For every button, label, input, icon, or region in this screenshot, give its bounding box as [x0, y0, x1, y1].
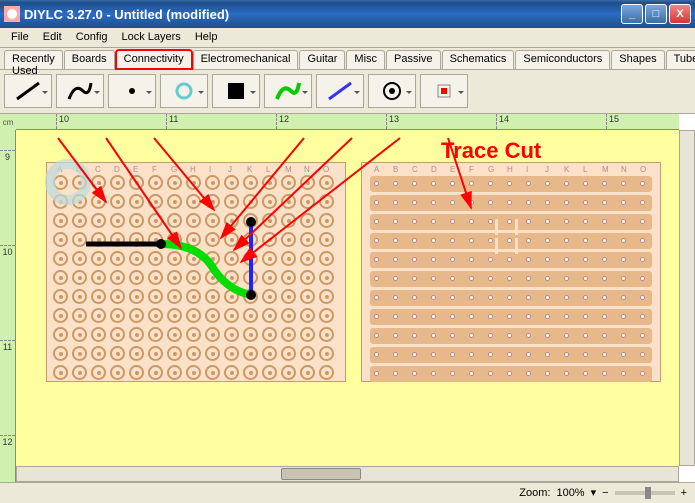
tool-circle-dot[interactable] — [368, 74, 416, 108]
tab-guitar[interactable]: Guitar — [299, 50, 345, 69]
menu-help[interactable]: Help — [188, 30, 225, 45]
tab-bar: Recently UsedBoardsConnectivityElectrome… — [0, 48, 695, 70]
menu-config[interactable]: Config — [69, 30, 115, 45]
zoom-value: 100% — [556, 487, 584, 499]
perfboard-left[interactable]: ABCDEFGHIJKLMNO — [46, 162, 346, 382]
tab-shapes[interactable]: Shapes — [611, 50, 664, 69]
tool-curve-black[interactable] — [56, 74, 104, 108]
tab-recently-used[interactable]: Recently Used — [4, 50, 63, 69]
window-title: DIYLC 3.27.0 - Untitled (modified) — [24, 7, 619, 22]
app-icon — [4, 6, 20, 22]
tool-ring-cyan[interactable] — [160, 74, 208, 108]
zoom-slider[interactable] — [615, 491, 675, 495]
zoom-label: Zoom: — [519, 487, 550, 499]
tab-misc[interactable]: Misc — [346, 50, 385, 69]
title-bar: DIYLC 3.27.0 - Untitled (modified) _ □ X — [0, 0, 695, 28]
tool-line-blue[interactable] — [316, 74, 364, 108]
ruler-corner: cm — [0, 114, 16, 130]
tab-connectivity[interactable]: Connectivity — [116, 50, 192, 69]
maximize-button[interactable]: □ — [645, 4, 667, 24]
ruler-vertical: 9101112 — [0, 130, 16, 482]
stripboard-right[interactable]: ABCDEFGHIJKLMNO — [361, 162, 661, 382]
tool-line-black[interactable] — [4, 74, 52, 108]
tab-schematics[interactable]: Schematics — [442, 50, 515, 69]
status-bar: Zoom: 100% ▾ − + — [0, 482, 695, 502]
tab-semiconductors[interactable]: Semiconductors — [515, 50, 610, 69]
scrollbar-vertical[interactable] — [679, 130, 695, 466]
ruler-horizontal: 101112131415 — [16, 114, 679, 130]
zoom-in-icon[interactable]: + — [681, 487, 687, 499]
close-button[interactable]: X — [669, 4, 691, 24]
tool-red-square[interactable] — [420, 74, 468, 108]
zoom-out-icon[interactable]: − — [602, 487, 608, 499]
tab-boards[interactable]: Boards — [64, 50, 115, 69]
toolbar — [0, 70, 695, 114]
tab-tubes[interactable]: Tubes — [666, 50, 695, 69]
tool-curve-green[interactable] — [264, 74, 312, 108]
tab-electromechanical[interactable]: Electromechanical — [193, 50, 299, 69]
menu-bar: FileEditConfigLock LayersHelp — [0, 28, 695, 48]
menu-file[interactable]: File — [4, 30, 36, 45]
trace-cut-label: Trace Cut — [441, 138, 541, 164]
chevron-down-icon[interactable]: ▾ — [591, 486, 597, 499]
menu-edit[interactable]: Edit — [36, 30, 69, 45]
scrollbar-horizontal[interactable] — [16, 466, 679, 482]
tool-square-black[interactable] — [212, 74, 260, 108]
minimize-button[interactable]: _ — [621, 4, 643, 24]
canvas-area: cm 101112131415 9101112 ABCDEFGHIJKLMNO … — [0, 114, 695, 482]
menu-lock-layers[interactable]: Lock Layers — [115, 30, 188, 45]
tool-dot[interactable] — [108, 74, 156, 108]
canvas[interactable]: ABCDEFGHIJKLMNO ABCDEFGHIJKLMNO Trace Cu… — [16, 130, 679, 482]
tab-passive[interactable]: Passive — [386, 50, 441, 69]
